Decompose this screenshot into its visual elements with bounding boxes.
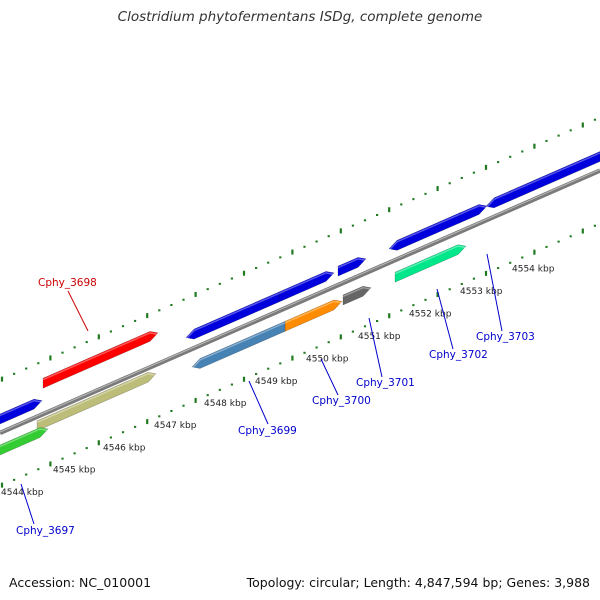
scale-label: 4549 kbp [255, 377, 298, 387]
gene-cphy-3698[interactable] [42, 331, 159, 389]
gene-cphy-3697[interactable] [0, 427, 49, 456]
label-cphy-3698[interactable]: Cphy_3698 [38, 277, 97, 289]
gene-cphy-3703[interactable] [485, 151, 600, 209]
gene-features [0, 151, 600, 456]
gene-feature-shine [36, 373, 157, 423]
gene-feature-shine [278, 272, 335, 295]
gene-labels: Cphy_3697 Cphy_3698 Cphy_3699 Cphy_3700 Cphy… [16, 253, 535, 537]
gene-feature-shine [458, 205, 488, 216]
gene-feature[interactable] [388, 212, 461, 251]
scale-label: 4552 kbp [409, 310, 452, 320]
scale-label: 4550 kbp [306, 355, 349, 365]
scale-label: 4544 kbp [1, 488, 44, 498]
tick-marks [0, 118, 597, 488]
accession-text: Accession: NC_010001 [9, 575, 152, 590]
gene-feature-shine [388, 213, 461, 251]
gene-feature-shine [185, 292, 280, 340]
scale-label: 4548 kbp [204, 399, 247, 409]
label-cphy-3697[interactable]: Cphy_3697 [16, 525, 75, 537]
leader-line-cphy-3699 [248, 380, 269, 425]
backbone-highlight [0, 169, 600, 433]
gene-feature-shine [0, 399, 43, 417]
gene-cphy-3702-shine [394, 245, 467, 275]
backbone [0, 168, 600, 436]
scale-label: 4546 kbp [103, 443, 146, 453]
gene-cphy-3700-shine [284, 300, 343, 324]
leader-line-cphy-3701 [368, 317, 383, 378]
leader-line-cphy-3700 [320, 358, 339, 396]
label-cphy-3699[interactable]: Cphy_3699 [238, 425, 297, 437]
gene-feature[interactable] [0, 398, 43, 425]
gene-cphy-3701-shine [342, 286, 372, 298]
scale-label: 4547 kbp [154, 421, 197, 431]
gene-cphy-3701[interactable] [342, 285, 372, 306]
leader-line-cphy-3703 [486, 253, 503, 332]
scale-label: 4554 kbp [512, 264, 555, 274]
map-title: Clostridium phytofermentans ISDg, comple… [117, 9, 483, 25]
leader-line-cphy-3697 [20, 483, 35, 525]
scale-label: 4553 kbp [460, 287, 503, 297]
label-cphy-3703[interactable]: Cphy_3703 [476, 331, 535, 343]
gene-feature[interactable] [337, 257, 367, 277]
gene-cphy-3699[interactable] [191, 320, 286, 369]
gene-cphy-3699-shine [191, 322, 286, 369]
gene-feature[interactable] [185, 291, 280, 340]
gene-cphy-3698-shine [42, 332, 159, 381]
scale-label: 4545 kbp [53, 465, 96, 475]
gene-cphy-3703-shine [485, 152, 600, 209]
leader-line-cphy-3698 [67, 290, 89, 332]
label-cphy-3700[interactable]: Cphy_3700 [312, 395, 371, 407]
leader-line-cphy-3702 [436, 288, 454, 350]
topology-text: Topology: circular; Length: 4,847,594 bp… [246, 575, 590, 590]
gene-feature-shine [337, 258, 367, 269]
gene-cphy-3702[interactable] [394, 244, 467, 283]
scale-labels: 4544 kbp 4545 kbp 4546 kbp 4547 kbp 4548 kbp… [1, 264, 555, 498]
scale-label: 4551 kbp [358, 332, 401, 342]
gene-cphy-3697-shine [0, 428, 49, 448]
backbone-line [0, 168, 600, 436]
label-cphy-3702[interactable]: Cphy_3702 [429, 349, 488, 361]
label-cphy-3701[interactable]: Cphy_3701 [356, 377, 415, 389]
